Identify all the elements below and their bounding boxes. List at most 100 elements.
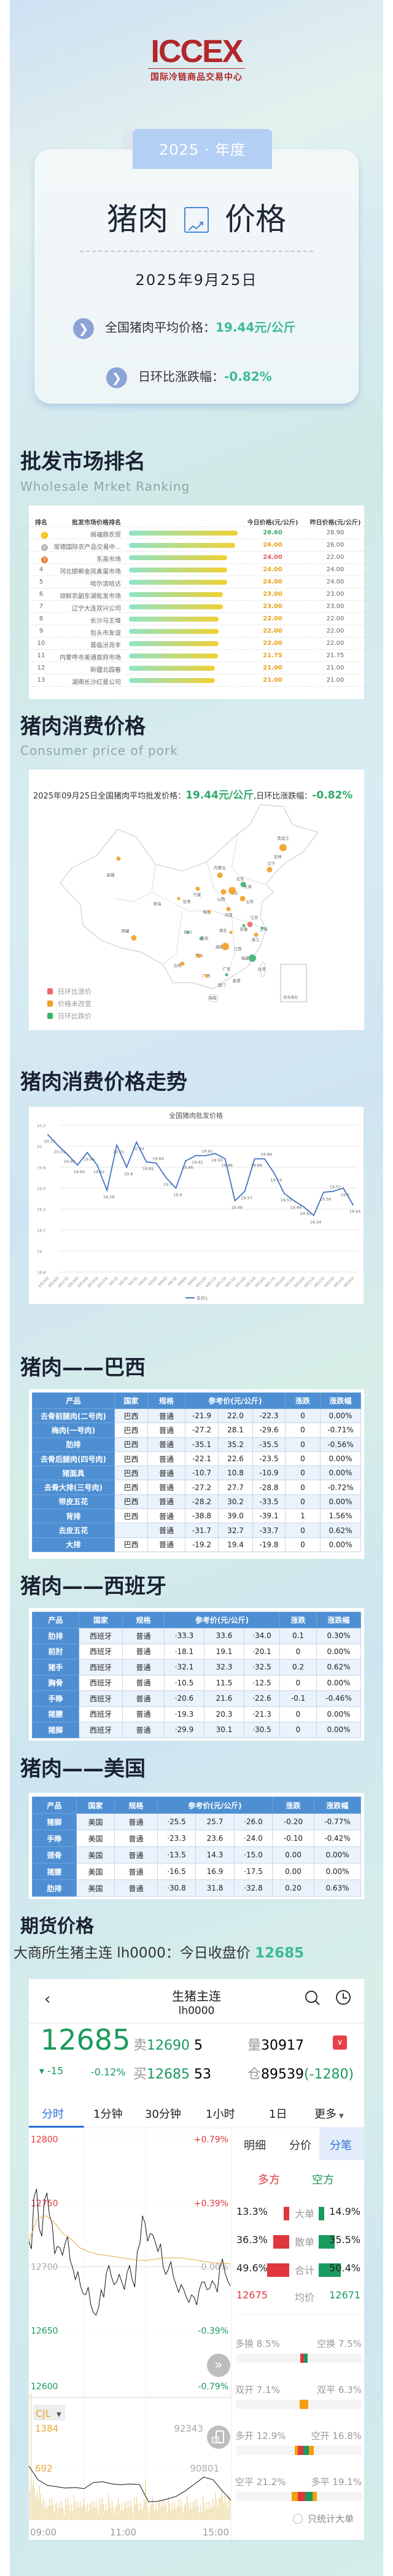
province-dot-flat[interactable] (220, 889, 227, 895)
data-point (47, 1134, 49, 1136)
ranking-row: 5 哈尔滨哈达 24.00 24.00 (29, 576, 364, 588)
volume-bar (50, 2505, 51, 2520)
search-icon[interactable] (303, 1989, 322, 2007)
radio-label[interactable]: 只统计大单 (308, 2513, 354, 2524)
usa-table-panel: 产品 国家 规格 参考价(元/公斤) 涨跌 涨跌幅 猪脚 美国 普通 ·25.5 25.7·26.0… (29, 1793, 364, 1899)
province-dot-flat[interactable] (131, 935, 137, 941)
province-dot-flat[interactable] (204, 974, 208, 978)
stat-bar (236, 2400, 362, 2409)
volume-bar (189, 2510, 190, 2520)
volume-bar (104, 2511, 105, 2520)
province-dot-fall[interactable] (186, 931, 190, 934)
indicator-selector[interactable] (33, 2405, 65, 2421)
province-dot-flat[interactable] (195, 886, 200, 891)
yesterday-price: 26.00 (326, 542, 344, 548)
province-dot-fall[interactable] (249, 954, 256, 962)
tab-5[interactable]: 1日 (269, 2108, 287, 2121)
intraday-chart[interactable]: 12800 +0.79%12750 +0.39%12700 0.00%12650 -0.… (29, 2127, 232, 2540)
table-cell: 普通 (114, 1863, 158, 1880)
data-label: 19.57 (241, 1196, 252, 1201)
product-cell: 猪手 (32, 1659, 79, 1676)
province-dot-rise[interactable] (247, 921, 253, 927)
market-name: 河北邯郸金凤禽蛋市场 (60, 569, 121, 576)
table-cell: 美国 (76, 1863, 115, 1880)
side-tab-1[interactable]: 明细 (244, 2139, 266, 2152)
market-name: 新疆北园春 (90, 667, 121, 674)
data-point (352, 1204, 354, 1206)
province-dot-flat[interactable] (207, 910, 211, 913)
table-cell: 西班牙 (79, 1659, 123, 1676)
province-dot-flat[interactable] (267, 867, 273, 873)
product-cell: 颈骨 (32, 1846, 77, 1864)
province-label: 宁夏 (193, 892, 202, 897)
province-dot-flat[interactable] (196, 953, 201, 958)
province-dot-flat[interactable] (222, 943, 229, 950)
province-dot-flat[interactable] (217, 872, 223, 878)
chevron-right-icon: ❯ (106, 367, 127, 388)
table-cell: 0 (285, 1480, 321, 1495)
rotate-screen-button[interactable] (207, 2426, 230, 2449)
province-dot-flat[interactable] (226, 907, 231, 911)
product-cell: 背排 (32, 1509, 115, 1524)
table-cell: ·34.0 (244, 1628, 280, 1644)
province-dot-flat[interactable] (180, 961, 185, 966)
y-tick-label: 20.2 (37, 1123, 45, 1128)
volume-bar (113, 2507, 114, 2520)
table-cell: ·32.8 (234, 1879, 273, 1897)
province-dot-flat[interactable] (177, 897, 181, 900)
column-header: 产品 (32, 1392, 115, 1409)
province-dot-flat[interactable] (279, 844, 287, 851)
province-dot-flat[interactable] (228, 887, 236, 894)
province-label: 湖北 (219, 927, 228, 933)
short-flow-bar (319, 2207, 324, 2220)
tab-1[interactable]: 分时 (42, 2108, 64, 2121)
avg-price-row: ❯ 全国猪肉平均价格：19.44元/公斤 (73, 316, 296, 339)
oi-label: 仓 (247, 2067, 262, 2082)
volume-bar (109, 2501, 110, 2520)
province-dot-fall[interactable] (260, 926, 264, 930)
side-tab-2[interactable]: 分价 (289, 2139, 311, 2152)
volume-bar (72, 2511, 73, 2520)
province-dot-fall[interactable] (242, 924, 246, 927)
table-cell: 10.8 (218, 1466, 253, 1481)
side-tab-3[interactable]: 分笔 (330, 2139, 352, 2152)
today-price: 24.00 (263, 554, 282, 561)
indicator-name[interactable]: CJL (36, 2408, 51, 2419)
province-dot-flat[interactable] (229, 931, 233, 934)
sell-price: 12690 (147, 2038, 190, 2053)
clock-icon[interactable] (335, 1989, 353, 2007)
expand-dropdown-button[interactable]: ∨ (333, 2035, 347, 2050)
province-label: 吉林 (274, 854, 282, 859)
back-button[interactable]: ‹ (44, 1990, 51, 2008)
table-header: 产品 国家 规格 参考价(元/公斤) 涨跌 涨跌幅 (32, 1392, 361, 1409)
tab-4[interactable]: 1小时 (206, 2108, 235, 2121)
legend-label[interactable]: 价格未改变 (58, 999, 91, 1008)
legend-label[interactable]: 日环比跌价 (58, 1012, 91, 1020)
legend-label[interactable]: 日环比涨价 (58, 988, 91, 996)
province-label: 河南 (225, 912, 233, 918)
tab-2[interactable]: 1分钟 (93, 2108, 123, 2121)
volume-label: 量 (247, 2038, 262, 2053)
column-header: 参考价(元/公斤) (185, 1392, 286, 1409)
province-dot-flat[interactable] (254, 932, 259, 937)
province-dot-flat[interactable] (239, 896, 246, 902)
volume-bar (97, 2507, 98, 2520)
data-label: 19.91 (192, 1160, 203, 1165)
province-dot-fall[interactable] (199, 937, 203, 940)
tab-6[interactable]: 更多 ▼ (314, 2108, 344, 2121)
product-cell: 猪脚 (32, 1722, 79, 1738)
province-dot-flat[interactable] (116, 856, 121, 861)
radio-button[interactable] (293, 2514, 303, 2524)
province-dot-fall[interactable] (240, 881, 246, 888)
china-map[interactable]: 南海诸岛黑龙江吉林辽宁内蒙古北京天津河北山西山东宁夏甘肃青海新疆西藏陕西河南江苏… (29, 770, 364, 1030)
rank-number: 13 (37, 677, 45, 684)
usa-price-table: 产品 国家 规格 参考价(元/公斤) 涨跌 涨跌幅 猪脚 美国 普通 ·25.5 25.7·26.0… (32, 1797, 361, 1897)
rank-number: 5 (39, 579, 44, 585)
province-label: 山东 (246, 899, 255, 904)
section-title-ranking: 批发市场排名 (20, 450, 146, 474)
table-cell: 0 (285, 1523, 321, 1538)
data-label: 19.56 (320, 1196, 332, 1201)
expand-panel-button[interactable]: » (207, 2354, 230, 2377)
province-dot-fall[interactable] (225, 973, 228, 977)
tab-3[interactable]: 30分钟 (145, 2108, 181, 2121)
